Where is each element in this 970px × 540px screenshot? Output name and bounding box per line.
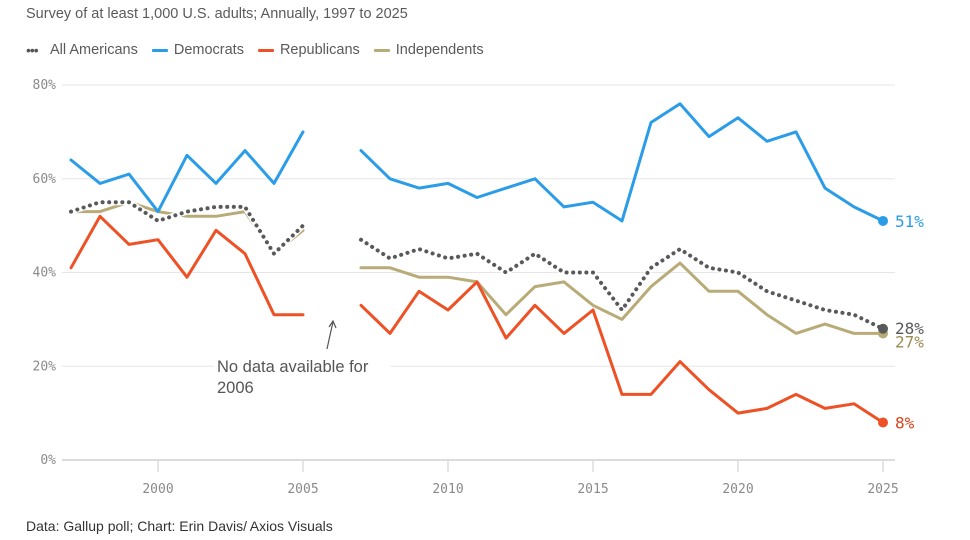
y-tick-label: 0% [40,453,56,468]
legend-dotted-swatch-icon: ••• [26,42,39,58]
series-line-democrats [359,102,885,223]
y-tick-label: 80% [33,78,57,93]
series-lines [69,102,888,428]
legend-line-swatch-icon [151,48,168,52]
series-line-all-americans [69,200,305,256]
series-line-republicans [359,280,885,424]
end-labels: 28% 51% 8% 27% [895,212,924,433]
x-tick-label: 2000 [142,482,173,497]
y-tick-label: 20% [33,359,57,374]
chart-subtitle: Survey of at least 1,000 U.S. adults; An… [26,6,408,22]
gridlines [62,84,895,461]
legend-item-independents: Independents [373,42,484,58]
y-axis: 0% 20% 40% 60% 80% [33,78,57,468]
end-point-all-americans [878,323,888,334]
series-line-republicans [69,214,305,317]
annotation-arrowhead-icon [328,319,337,329]
end-label-republicans: 8% [895,414,915,433]
annotation-text: No data available for [217,358,369,376]
annotation-no-data-2006: No data available for 2006 [214,319,391,397]
legend-line-swatch-icon [257,48,274,52]
legend-label: Democrats [173,42,244,58]
chart-footer-source: Data: Gallup poll; Chart: Erin Davis/ Ax… [26,518,333,534]
end-point-democrats [878,215,888,226]
x-tick-label: 2020 [722,482,753,497]
end-label-all-americans: 28% [895,319,924,338]
x-tick-label: 2005 [287,482,318,497]
legend-label: All Americans [50,42,138,58]
legend-line-swatch-icon [373,48,390,52]
legend-label: Independents [395,42,484,58]
legend-item-democrats: Democrats [151,42,244,58]
annotation-bg [214,353,391,373]
series-line-all-americans [359,237,885,331]
end-point-republicans [878,417,888,428]
end-label-democrats: 51% [895,212,924,231]
series-halo [359,237,885,332]
annotation-arrow-icon [326,321,334,350]
annotation-text: 2006 [217,379,254,397]
legend-item-republicans: Republicans [257,42,360,58]
x-tick-label: 2025 [867,482,898,497]
y-tick-label: 60% [33,172,57,187]
annotation-bg [214,374,248,394]
end-label-independents: 27% [895,332,924,351]
legend-label: Republicans [279,42,360,58]
series-line-democrats [69,130,305,214]
y-tick-label: 40% [33,266,57,281]
x-tick-label: 2015 [577,482,608,497]
x-tick-label: 2010 [432,482,463,497]
legend-item-all-americans: ••• All Americans [26,42,138,58]
series-line-independents [359,261,885,335]
x-axis: 2000 2005 2010 2015 2020 2025 [142,460,899,497]
chart-legend: ••• All Americans Democrats Republicans … [26,42,498,58]
